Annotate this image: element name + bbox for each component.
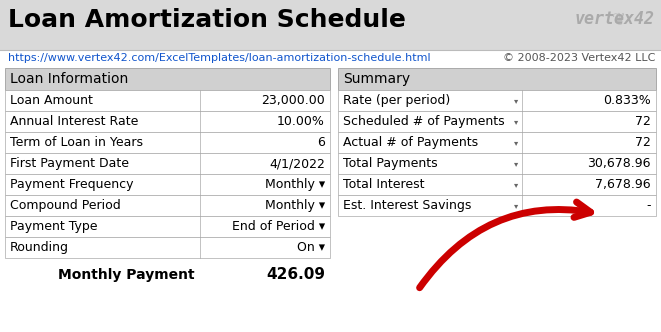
Text: ▾: ▾	[514, 96, 518, 105]
Text: Rounding: Rounding	[10, 241, 69, 254]
Bar	[338, 195, 656, 216]
Text: ❦: ❦	[612, 10, 626, 28]
Bar	[338, 90, 656, 111]
Text: Total Interest: Total Interest	[343, 178, 424, 191]
Bar	[5, 237, 330, 258]
Bar	[5, 216, 330, 237]
Text: 23,000.00: 23,000.00	[261, 94, 325, 107]
Text: Actual # of Payments: Actual # of Payments	[343, 136, 478, 149]
Text: Monthly ▾: Monthly ▾	[265, 199, 325, 212]
Text: Monthly Payment: Monthly Payment	[58, 268, 195, 282]
Text: Summary: Summary	[343, 72, 410, 86]
Text: Loan Information: Loan Information	[10, 72, 128, 86]
Text: 7,678.96: 7,678.96	[596, 178, 651, 191]
Text: Compound Period: Compound Period	[10, 199, 121, 212]
Text: Rate (per period): Rate (per period)	[343, 94, 450, 107]
Text: ▾: ▾	[514, 159, 518, 168]
Text: 10.00%: 10.00%	[277, 115, 325, 128]
Text: Payment Frequency: Payment Frequency	[10, 178, 134, 191]
Bar	[338, 132, 656, 153]
Text: 4/1/2022: 4/1/2022	[269, 157, 325, 170]
Text: End of Period ▾: End of Period ▾	[232, 220, 325, 233]
Bar	[338, 153, 656, 174]
Text: On ▾: On ▾	[297, 241, 325, 254]
Text: vertex42: vertex42	[575, 10, 655, 28]
Bar	[5, 195, 330, 216]
Text: -: -	[646, 199, 651, 212]
Text: ▾: ▾	[514, 201, 518, 210]
Bar	[338, 68, 656, 90]
Bar	[5, 111, 330, 132]
Text: ▾: ▾	[514, 180, 518, 189]
Bar	[5, 174, 330, 195]
Bar	[5, 132, 330, 153]
Text: 72: 72	[635, 136, 651, 149]
Text: https://www.vertex42.com/ExcelTemplates/loan-amortization-schedule.html: https://www.vertex42.com/ExcelTemplates/…	[8, 53, 430, 63]
Text: First Payment Date: First Payment Date	[10, 157, 129, 170]
Text: Annual Interest Rate: Annual Interest Rate	[10, 115, 138, 128]
Bar	[338, 174, 656, 195]
Text: Payment Type: Payment Type	[10, 220, 98, 233]
Text: 0.833%: 0.833%	[603, 94, 651, 107]
Text: 72: 72	[635, 115, 651, 128]
Bar	[0, 0, 661, 50]
Text: ▾: ▾	[514, 117, 518, 126]
Bar	[5, 90, 330, 111]
Text: © 2008-2023 Vertex42 LLC: © 2008-2023 Vertex42 LLC	[502, 53, 655, 63]
Bar	[338, 111, 656, 132]
Text: ▾: ▾	[514, 138, 518, 147]
Text: Scheduled # of Payments: Scheduled # of Payments	[343, 115, 504, 128]
Text: Total Payments: Total Payments	[343, 157, 438, 170]
Text: Monthly ▾: Monthly ▾	[265, 178, 325, 191]
Bar	[5, 68, 330, 90]
Text: 6: 6	[317, 136, 325, 149]
Text: Term of Loan in Years: Term of Loan in Years	[10, 136, 143, 149]
Text: Loan Amount: Loan Amount	[10, 94, 93, 107]
Text: 426.09: 426.09	[266, 267, 325, 282]
Text: 30,678.96: 30,678.96	[588, 157, 651, 170]
Bar	[5, 153, 330, 174]
Text: Loan Amortization Schedule: Loan Amortization Schedule	[8, 8, 406, 32]
Text: Est. Interest Savings: Est. Interest Savings	[343, 199, 471, 212]
